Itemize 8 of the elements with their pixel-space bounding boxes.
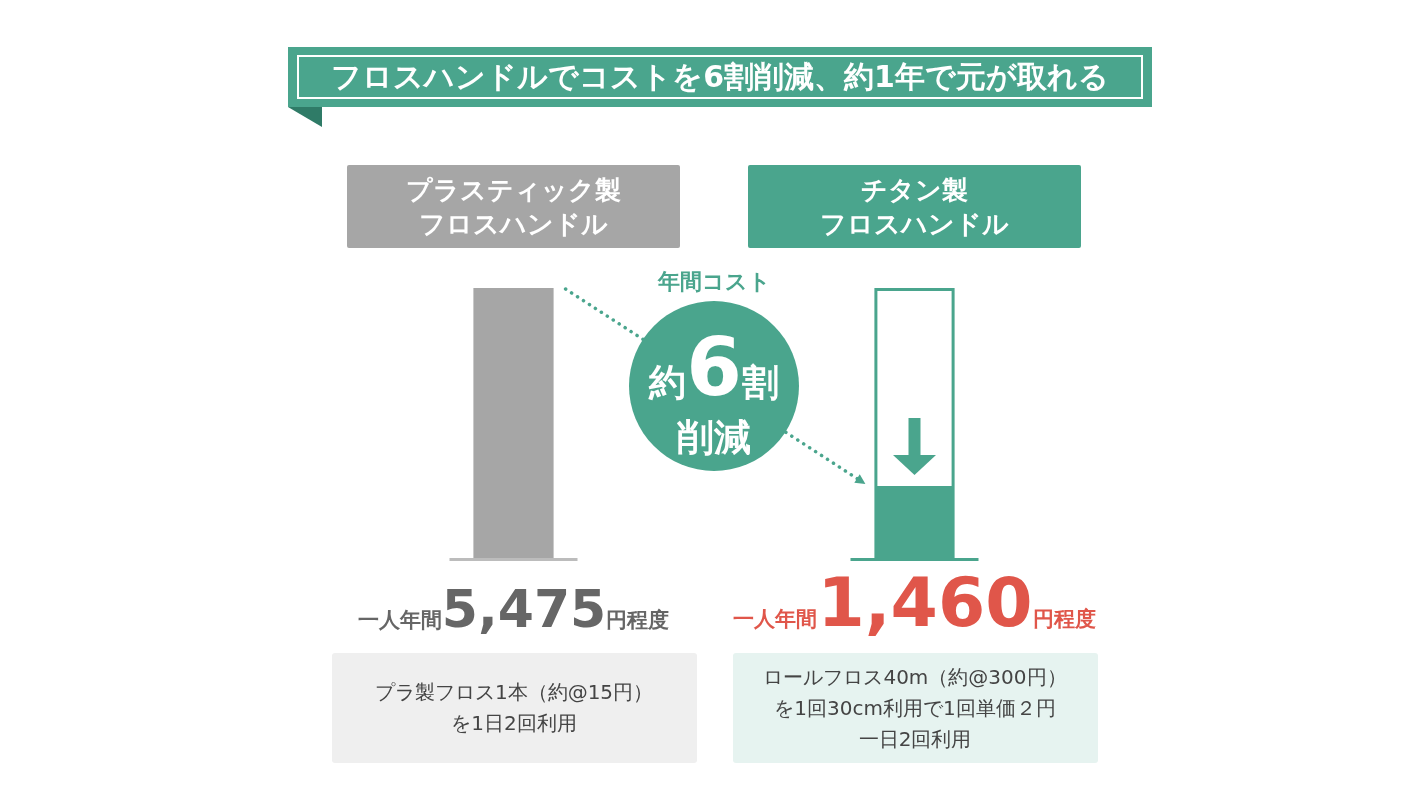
text: ロールフロス40m（約@300円）を1回30cm利用で1回単価２円一日2回利用 [763,664,1067,751]
text: プラ製フロス1本（約@15円）を1日2回利用 [374,680,654,735]
x-tick-label: プラスティック製フロスハンドル [406,173,621,241]
chart-title: フロスハンドルでコストを6割削減、約1年で元が取れる [297,55,1143,99]
annotation: 約6割削減 [649,320,779,459]
data-label: 一人年間5,475円程度 [357,579,670,640]
annotation: 年間コスト [657,268,771,296]
x-tick-label: チタン製フロスハンドル [820,173,1009,241]
